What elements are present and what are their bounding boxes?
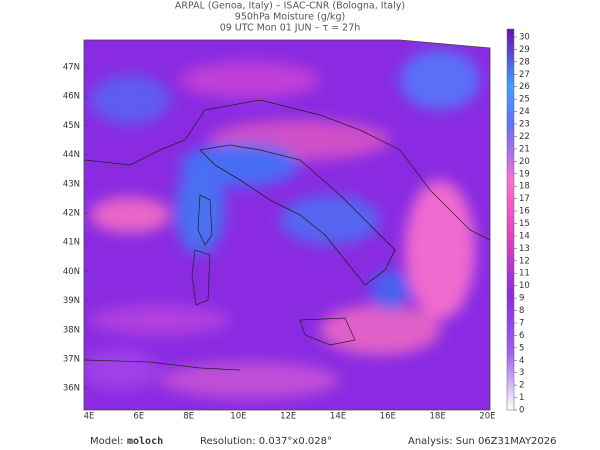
lat-label: 40N <box>63 267 80 277</box>
colorbar-label: 15 <box>519 219 530 229</box>
colorbar-label: 29 <box>519 45 530 55</box>
colorbar-label: 27 <box>519 70 530 80</box>
colorbar-label: 24 <box>519 107 530 117</box>
colorbar-label: 9 <box>519 294 524 304</box>
lon-label: 8E <box>183 412 194 422</box>
lon-label: 18E <box>430 412 446 422</box>
lat-label: 36N <box>63 384 80 394</box>
colorbar-label: 3 <box>519 368 524 378</box>
colorbar-label: 12 <box>519 256 530 266</box>
lon-label: 12E <box>280 412 296 422</box>
colorbar-label: 8 <box>519 306 524 316</box>
colorbar-label: 13 <box>519 244 530 254</box>
colorbar-label: 26 <box>519 82 530 92</box>
colorbar-label: 11 <box>519 269 530 279</box>
lat-label: 37N <box>63 355 80 365</box>
colorbar-label: 21 <box>519 144 530 154</box>
colorbar-label: 10 <box>519 281 530 291</box>
lat-label: 47N <box>63 63 80 73</box>
lon-label: 6E <box>133 412 144 422</box>
lat-label: 39N <box>63 296 80 306</box>
lon-label: 10E <box>230 412 246 422</box>
lat-label: 45N <box>63 121 80 131</box>
colorbar-label: 2 <box>519 381 524 391</box>
colorbar-label: 20 <box>519 157 530 167</box>
colorbar-label: 16 <box>519 207 530 217</box>
moisture-field <box>84 40 490 410</box>
colorbar-label: 18 <box>519 182 530 192</box>
colorbar-label: 25 <box>519 95 530 105</box>
footer-analysis: Analysis: Sun 06Z31MAY2026 <box>408 436 557 447</box>
colorbar-label: 17 <box>519 194 530 204</box>
header-line: ARPAL (Genoa, Italy) – ISAC-CNR (Bologna… <box>175 1 405 12</box>
colorbar-label: 1 <box>519 393 524 403</box>
lat-label: 42N <box>63 209 80 219</box>
colorbar-label: 6 <box>519 331 524 341</box>
colorbar-label: 22 <box>519 132 530 142</box>
colorbar-label: 4 <box>519 356 524 366</box>
colorbar-label: 30 <box>519 33 530 43</box>
lat-label: 38N <box>63 325 80 335</box>
lon-label: 20E <box>479 412 495 422</box>
colorbar-label: 0 <box>519 406 524 416</box>
colorbar <box>506 28 515 411</box>
footer-resolution: Resolution: 0.037°x0.028° <box>200 436 332 447</box>
colorbar-label: 7 <box>519 318 524 328</box>
lon-label: 14E <box>330 412 346 422</box>
lon-label: 16E <box>380 412 396 422</box>
lat-label: 44N <box>63 150 80 160</box>
header-line: 09 UTC Mon 01 JUN – τ = 27h <box>220 23 361 34</box>
lat-label: 43N <box>63 179 80 189</box>
lat-label: 41N <box>63 238 80 248</box>
colorbar-label: 5 <box>519 343 524 353</box>
colorbar-label: 14 <box>519 231 530 241</box>
header-line: 950hPa Moisture (g/kg) <box>235 12 345 23</box>
map-frame <box>83 39 491 411</box>
colorbar-label: 28 <box>519 57 530 67</box>
footer-label: Model: <box>90 436 123 447</box>
colorbar-label: 19 <box>519 169 530 179</box>
footer-model: moloch <box>127 436 163 447</box>
colorbar-label: 23 <box>519 120 530 130</box>
lat-label: 46N <box>63 92 80 102</box>
lon-label: 4E <box>84 412 95 422</box>
